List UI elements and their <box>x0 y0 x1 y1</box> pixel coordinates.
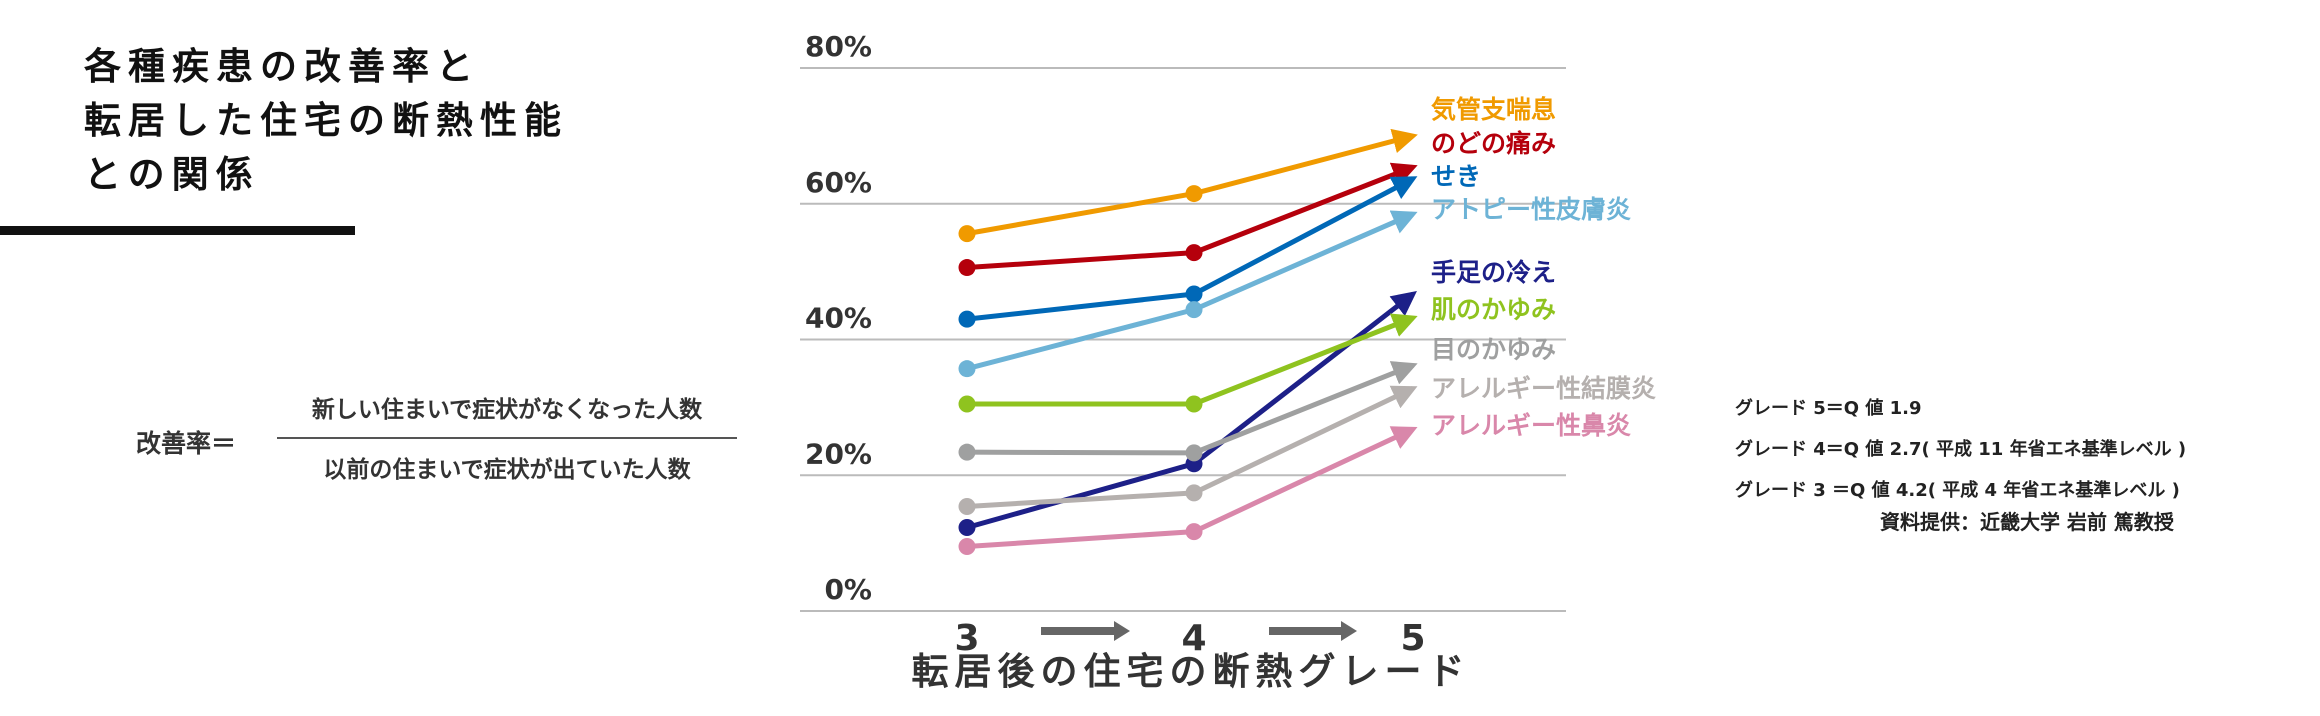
data-point <box>1185 444 1203 462</box>
y-tick-label: 20% <box>805 437 872 470</box>
series-7: アレルギー性結膜炎 <box>958 374 1656 515</box>
x-tick-label: 3 <box>954 618 979 659</box>
series-line-segment <box>966 490 1195 509</box>
series-line-segment <box>966 191 1195 237</box>
y-tick-label: 80% <box>805 30 872 63</box>
page-title: 各種疾患の改善率と 転居した住宅の断熱性能 との関係 <box>84 40 568 202</box>
note-grade-3: グレード 3 ＝Q 値 4.2( 平成 4 年省エネ基準レベル ) <box>1735 480 2180 501</box>
series-label: アレルギー性結膜炎 <box>1431 374 1656 403</box>
y-tick-label: 60% <box>805 166 872 199</box>
series-line-arrow <box>1192 290 1417 466</box>
x-axis-title: 転居後の住宅の断熱グレード <box>912 650 1471 693</box>
data-point <box>958 360 976 378</box>
series-6: 目のかゆみ <box>958 335 1556 462</box>
x-tick-label: 4 <box>1181 618 1206 659</box>
data-point <box>1185 185 1203 203</box>
data-point <box>958 443 976 461</box>
formula-label: 改善率＝ <box>136 429 237 458</box>
series-line-segment <box>966 461 1195 530</box>
data-point <box>958 538 976 556</box>
data-point <box>1185 395 1203 413</box>
data-point <box>1185 301 1203 319</box>
series-line-arrow <box>1193 128 1418 196</box>
series-8: アレルギー性鼻炎 <box>958 411 1631 556</box>
series-line-arrow <box>1192 385 1418 496</box>
data-point <box>958 519 976 537</box>
series-line-arrow <box>1192 210 1418 312</box>
series-line-segment <box>966 291 1195 322</box>
data-point <box>1185 285 1203 303</box>
series-label: のどの痛み <box>1431 129 1556 158</box>
title-line-3: との関係 <box>84 153 260 196</box>
y-tick-label: 40% <box>805 302 872 335</box>
title-underline <box>0 226 355 235</box>
series-1: のどの痛み <box>958 129 1556 277</box>
data-point <box>1185 523 1203 541</box>
grade-arrow-head <box>1341 621 1357 641</box>
formula-denominator: 以前の住まいで症状が出ていた人数 <box>323 457 691 483</box>
data-point <box>958 497 976 515</box>
title-line-2: 転居した住宅の断熱性能 <box>84 99 568 142</box>
note-grade-4: グレード 4＝Q 値 2.7( 平成 11 年省エネ基準レベル ) <box>1735 439 2187 460</box>
series-line-arrow <box>1192 426 1418 534</box>
y-tick-label: 0% <box>824 573 872 606</box>
x-tick-label: 5 <box>1400 618 1425 659</box>
series-line-segment <box>966 449 1195 456</box>
data-point <box>1185 244 1203 262</box>
series-5: 肌のかゆみ <box>958 295 1556 413</box>
data-point <box>958 259 976 277</box>
note-grade-5: グレード 5＝Q 値 1.9 <box>1735 398 1922 419</box>
series-line-arrow <box>1192 176 1418 297</box>
series-label: 手足の冷え <box>1431 258 1556 287</box>
data-point <box>958 395 976 413</box>
series-label: アトピー性皮膚炎 <box>1431 195 1631 224</box>
series-2: せき <box>958 162 1481 328</box>
grade-notes: グレード 5＝Q 値 1.9 グレード 4＝Q 値 2.7( 平成 11 年省エ… <box>1735 388 2186 511</box>
series-line-arrow <box>1193 162 1418 255</box>
series-label: 気管支喘息 <box>1431 95 1556 124</box>
series-label: 目のかゆみ <box>1431 335 1556 364</box>
data-point <box>958 310 976 328</box>
series-line-arrow <box>1193 361 1418 456</box>
fraction-line <box>277 437 737 439</box>
series-3: アトピー性皮膚炎 <box>958 195 1631 378</box>
series-4: 手足の冷え <box>958 258 1556 537</box>
series-label: 肌のかゆみ <box>1431 295 1556 324</box>
series-line-segment <box>966 250 1195 271</box>
source-credit: 資料提供：近畿大学 岩前 篤教授 <box>1880 510 2174 534</box>
series-line-segment <box>966 529 1195 550</box>
series-line-segment <box>966 307 1195 372</box>
series-0: 気管支喘息 <box>958 95 1556 243</box>
data-point <box>958 225 976 243</box>
data-point <box>1185 484 1203 502</box>
series-line-arrow <box>1193 313 1418 407</box>
series-label: アレルギー性鼻炎 <box>1431 411 1631 440</box>
title-line-1: 各種疾患の改善率と <box>84 45 480 88</box>
grade-arrow-head <box>1114 621 1130 641</box>
formula-numerator: 新しい住まいで症状がなくなった人数 <box>311 397 703 423</box>
series-label: せき <box>1431 162 1481 191</box>
